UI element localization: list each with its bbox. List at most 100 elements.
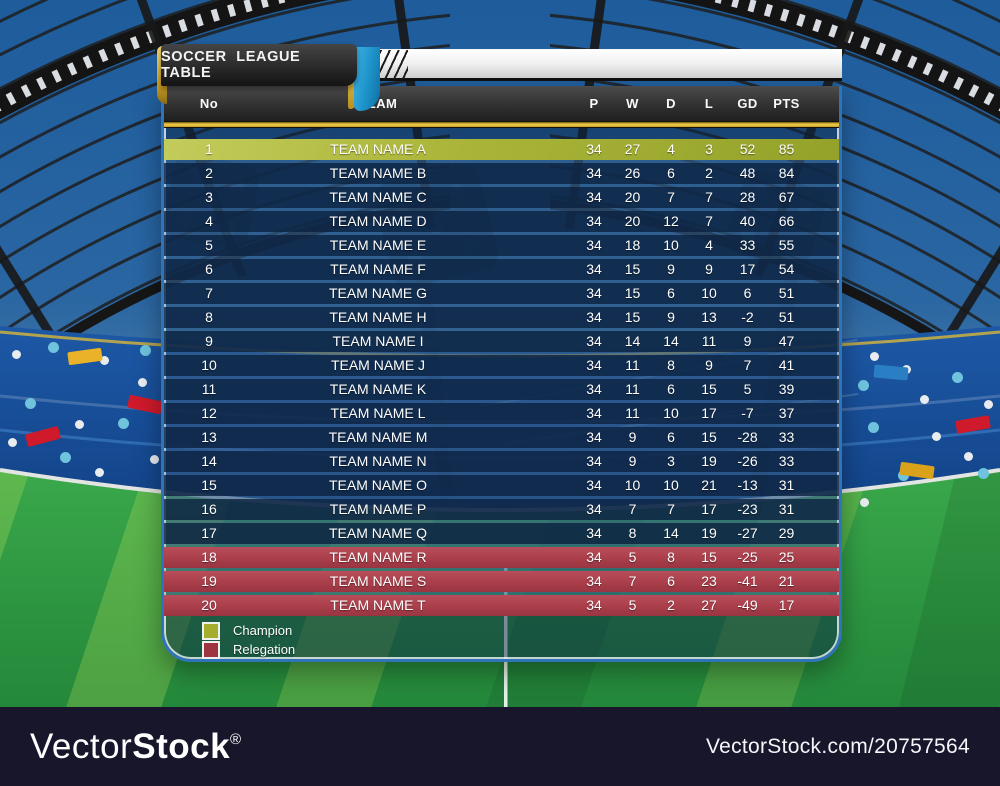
cell-pts: 84 [778,165,795,181]
cell-gd: -23 [737,501,758,517]
cell-d: 9 [667,309,675,325]
cell-l: 7 [705,213,713,229]
cell-p: 34 [586,141,602,157]
table-row: 20 TEAM NAME T 34 5 2 27 -49 17 [164,595,839,616]
cell-l: 9 [705,261,713,277]
table-row: 6 TEAM NAME F 34 15 9 9 17 54 [164,259,839,280]
table-header-row: No TEAM P W D L GD PTS [164,86,839,121]
cell-w: 15 [624,309,641,325]
cell-l: 7 [705,189,713,205]
confetti-dot [964,452,973,461]
confetti-dot [140,345,151,356]
cell-l: 19 [701,525,717,541]
cell-team: TEAM NAME D [329,213,427,229]
cell-p: 34 [586,165,602,181]
cell-no: 17 [201,525,217,541]
cell-d: 6 [667,429,675,445]
column-header-p: P [589,96,599,111]
table-row: 2 TEAM NAME B 34 26 6 2 48 84 [164,163,839,184]
cell-team: TEAM NAME R [329,549,427,565]
cell-w: 9 [628,429,637,445]
table-row: 18 TEAM NAME R 34 5 8 15 -25 25 [164,547,839,568]
cell-d: 8 [667,549,675,565]
cell-d: 14 [663,525,679,541]
cell-no: 13 [201,429,217,445]
cell-l: 13 [701,309,717,325]
cell-pts: 55 [778,237,795,253]
cell-gd: -2 [741,309,754,325]
cell-no: 1 [205,141,213,157]
confetti-dot [870,352,879,361]
cell-p: 34 [586,261,602,277]
legend-item: Champion [202,621,839,640]
cell-pts: 33 [778,429,795,445]
cell-p: 34 [586,189,602,205]
cell-l: 21 [701,477,717,493]
legend: Champion Relegation [202,621,839,659]
cell-p: 34 [586,525,602,541]
confetti-dot [118,418,129,429]
cell-p: 34 [586,453,602,469]
confetti-dot [48,342,59,353]
cell-d: 8 [667,357,675,373]
confetti-dot [978,468,989,479]
table-row: 1 TEAM NAME A 34 27 4 3 52 85 [164,139,839,160]
confetti-dot [25,398,36,409]
cell-pts: 54 [778,261,795,277]
cell-team: TEAM NAME H [329,309,427,325]
cell-w: 14 [624,333,641,349]
cell-w: 8 [628,525,637,541]
cell-p: 34 [586,309,602,325]
cell-d: 4 [667,141,675,157]
watermark-bar: VectorStock® VectorStock.com/20757564 [0,707,1000,786]
cell-gd: 33 [739,237,756,253]
league-table-panel: No TEAM P W D L GD PTS 1 TEAM NAME A 34 27 4… [161,86,842,662]
cell-l: 3 [705,141,713,157]
table-row: 3 TEAM NAME C 34 20 7 7 28 67 [164,187,839,208]
legend-label: Relegation [233,642,296,657]
cell-no: 7 [205,285,213,301]
cell-no: 5 [205,237,213,253]
confetti-dot [100,356,109,365]
cell-d: 9 [667,261,675,277]
cell-gd: -26 [737,453,758,469]
legend-swatch [202,640,220,659]
cell-d: 2 [667,597,675,613]
cell-team: TEAM NAME F [330,261,426,277]
cell-d: 7 [667,501,675,517]
cell-p: 34 [586,213,602,229]
title-banner: SOCCER LEAGUE TABLE [161,44,357,86]
cell-pts: 41 [778,357,795,373]
confetti-dot [150,455,159,464]
cell-l: 2 [705,165,713,181]
cell-w: 20 [624,189,641,205]
confetti-dot [984,400,993,409]
watermark-url: VectorStock.com/20757564 [705,734,970,758]
confetti-dot [12,350,21,359]
table-row: 5 TEAM NAME E 34 18 10 4 33 55 [164,235,839,256]
cell-gd: -41 [737,573,758,589]
table-row: 19 TEAM NAME S 34 7 6 23 -41 21 [164,571,839,592]
cell-gd: 48 [739,165,756,181]
cell-team: TEAM NAME K [329,381,427,397]
vectorstock-logo: VectorStock® [30,726,242,766]
legend-label: Champion [233,623,293,638]
cell-l: 11 [701,333,717,349]
cell-gd: 6 [743,285,752,301]
table-row: 4 TEAM NAME D 34 20 12 7 40 66 [164,211,839,232]
cell-l: 17 [701,501,717,517]
cell-pts: 29 [778,525,795,541]
cell-d: 10 [663,405,679,421]
cell-team: TEAM NAME S [329,573,427,589]
cell-pts: 67 [778,189,795,205]
table-row: 14 TEAM NAME N 34 9 3 19 -26 33 [164,451,839,472]
cell-no: 6 [205,261,213,277]
cell-l: 23 [701,573,717,589]
cell-no: 10 [201,357,217,373]
page-title: SOCCER LEAGUE TABLE [161,49,301,81]
column-header-no: No [199,96,219,111]
cell-pts: 66 [778,213,795,229]
confetti-dot [60,452,71,463]
cell-no: 3 [205,189,213,205]
table-row: 15 TEAM NAME O 34 10 10 21 -13 31 [164,475,839,496]
